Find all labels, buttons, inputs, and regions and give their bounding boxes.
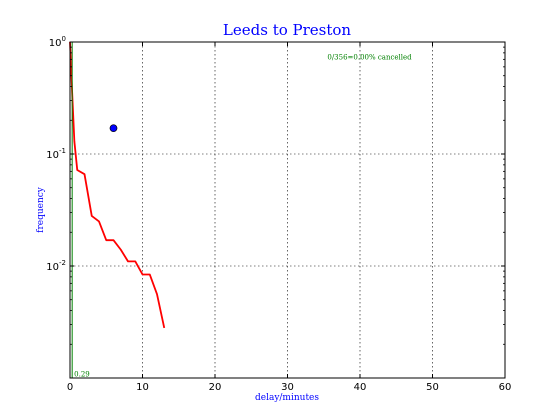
grid xyxy=(70,42,505,378)
threshold-annotation: 0.29 xyxy=(74,371,90,379)
chart-title: Leeds to Preston xyxy=(223,21,352,39)
series-2-point xyxy=(109,124,118,133)
x-tick-label: 40 xyxy=(354,382,367,393)
series-0-line xyxy=(69,41,166,329)
x-axis-label: delay/minutes xyxy=(255,393,319,403)
annotations: 0/356=0.00% cancelled 0.29 xyxy=(74,53,412,378)
y-tick-label: 10-1 xyxy=(46,147,66,161)
cancelled-annotation: 0/356=0.00% cancelled xyxy=(327,53,412,61)
y-axis-label: frequency xyxy=(36,186,46,233)
x-tick-label: 10 xyxy=(136,382,149,393)
x-tick-label: 0 xyxy=(67,382,73,393)
y-tick-exponent: 0 xyxy=(62,35,66,43)
y-tick-exponent: -1 xyxy=(59,147,66,155)
x-tick-label: 20 xyxy=(209,382,222,393)
x-tick-label: 30 xyxy=(281,382,294,393)
y-tick-label: 10-2 xyxy=(46,259,66,273)
x-tick-label: 60 xyxy=(499,382,512,393)
y-tick-base: 10 xyxy=(46,150,59,161)
y-tick-base: 10 xyxy=(49,38,62,49)
x-tick-label: 50 xyxy=(426,382,439,393)
plot-series xyxy=(69,41,166,378)
y-tick-base: 10 xyxy=(46,262,59,273)
y-tick-label: 100 xyxy=(49,35,66,49)
y-tick-exponent: -2 xyxy=(59,259,66,267)
